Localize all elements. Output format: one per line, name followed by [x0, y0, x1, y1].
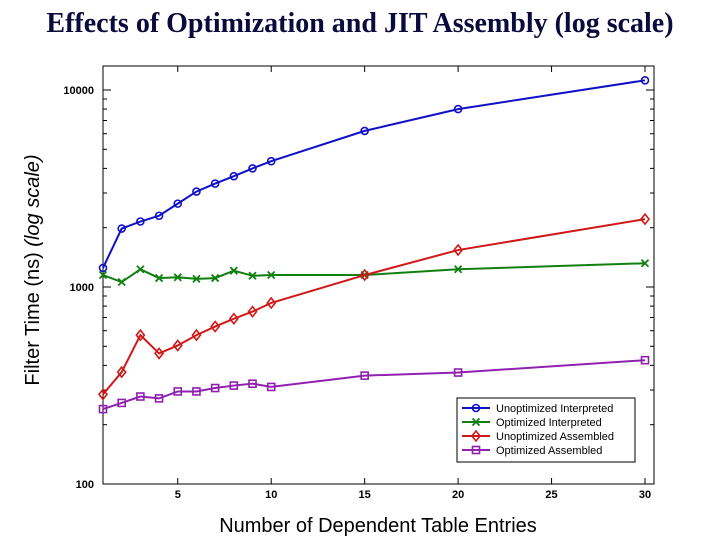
- legend-marker: [471, 445, 481, 455]
- x-tick-label: 5: [175, 489, 181, 501]
- data-point: [136, 392, 145, 401]
- y-axis-label: Filter Time (ns) (log scale): [22, 154, 44, 385]
- series-0: [98, 76, 650, 273]
- data-point: [117, 277, 126, 287]
- data-point: [247, 305, 258, 318]
- legend-entry: Unoptimized Assembled: [496, 431, 614, 443]
- data-point: [154, 273, 164, 283]
- legend-marker: [471, 403, 481, 413]
- legend-entry: Optimized Interpreted: [496, 417, 602, 429]
- data-point: [135, 328, 146, 342]
- data-point: [117, 224, 126, 233]
- data-point: [266, 156, 276, 166]
- series-2: [97, 212, 651, 401]
- data-point: [248, 164, 257, 173]
- data-point: [210, 179, 220, 188]
- tick-marks: [103, 66, 654, 485]
- y-axis-label-scale: (log scale): [22, 154, 44, 246]
- data-point: [640, 259, 650, 268]
- data-point: [266, 296, 277, 310]
- legend-marker: [470, 429, 482, 443]
- legend: Unoptimized Interpreted Optimized Interpr…: [456, 397, 636, 463]
- data-point: [228, 312, 239, 326]
- data-point: [173, 387, 183, 396]
- data-point: [640, 355, 650, 365]
- data-point: [136, 217, 145, 226]
- x-tick-label: 10: [265, 489, 277, 501]
- data-point: [98, 270, 108, 280]
- data-point: [210, 383, 220, 393]
- y-axis-label-main: Filter Time (ns): [22, 252, 44, 385]
- data-point: [172, 339, 183, 352]
- data-point: [229, 171, 239, 181]
- data-point: [98, 263, 108, 273]
- data-point: [192, 387, 201, 396]
- series-layer: [97, 76, 651, 414]
- data-point: [191, 328, 202, 342]
- data-point: [639, 212, 651, 226]
- data-point: [154, 211, 164, 221]
- data-point: [117, 398, 126, 408]
- data-point: [154, 347, 165, 360]
- data-point: [210, 320, 221, 333]
- data-point: [360, 126, 369, 136]
- legend-entry: Unoptimized Interpreted: [496, 403, 613, 415]
- data-point: [173, 273, 182, 282]
- series-line: [102, 218, 646, 396]
- data-point: [453, 104, 463, 114]
- x-tick-label: 25: [545, 489, 557, 501]
- data-point: [360, 371, 369, 380]
- x-tick-label: 30: [639, 489, 651, 501]
- series-line: [102, 359, 646, 411]
- legend-marker: [471, 417, 481, 427]
- tick-labels: 5 10 15 20 25 30 100 1000 10000: [63, 85, 651, 501]
- data-point: [453, 243, 464, 257]
- chart-title: Effects of Optimization and JIT Assembly…: [46, 8, 674, 39]
- data-point: [97, 388, 109, 401]
- data-point: [173, 199, 183, 208]
- x-axis-label: Number of Dependent Table Entries: [219, 515, 537, 537]
- data-point: [211, 273, 220, 283]
- data-point: [453, 368, 463, 377]
- series-3: [98, 355, 650, 414]
- x-tick-label: 20: [452, 489, 464, 501]
- data-point: [192, 274, 201, 283]
- series-line: [102, 79, 646, 269]
- data-point: [136, 265, 145, 274]
- data-point: [116, 365, 127, 379]
- data-point: [229, 381, 239, 390]
- data-point: [229, 266, 238, 275]
- data-point: [192, 187, 201, 196]
- data-point: [453, 265, 463, 274]
- data-point: [640, 76, 650, 85]
- y-tick-label: 1000: [70, 282, 94, 294]
- data-point: [267, 270, 276, 280]
- data-point: [266, 382, 276, 392]
- y-tick-label: 10000: [63, 85, 94, 97]
- data-point: [248, 379, 257, 388]
- data-point: [98, 404, 108, 414]
- legend-entry: Optimized Assembled: [496, 445, 602, 457]
- x-tick-label: 15: [359, 489, 371, 501]
- data-point: [154, 394, 164, 403]
- data-point: [248, 271, 257, 280]
- data-point: [359, 268, 370, 282]
- y-tick-label: 100: [76, 479, 94, 491]
